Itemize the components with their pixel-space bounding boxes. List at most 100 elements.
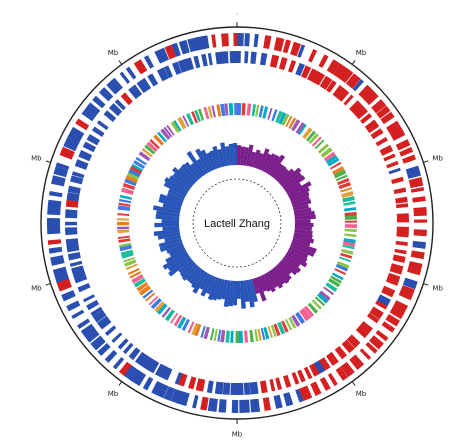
cog-gene-mark bbox=[241, 103, 246, 116]
forward-gene-mark bbox=[200, 396, 209, 411]
cog-gene-mark bbox=[117, 218, 130, 221]
gc-skew-bar bbox=[294, 229, 313, 235]
cog-gene-mark bbox=[120, 249, 133, 256]
cog-gene-mark bbox=[145, 292, 156, 302]
cog-gene-mark bbox=[258, 105, 264, 118]
reverse-gene-mark bbox=[71, 265, 86, 277]
reverse-gene-mark bbox=[278, 57, 288, 71]
forward-gene-mark bbox=[154, 382, 169, 399]
forward-gene-mark bbox=[47, 199, 62, 207]
reverse-gene-mark bbox=[269, 54, 280, 68]
reverse-gene-mark bbox=[122, 342, 134, 355]
cog-gene-mark bbox=[198, 108, 205, 121]
cog-gene-mark bbox=[124, 178, 137, 187]
forward-gene-mark bbox=[48, 246, 63, 254]
gc-skew-bar bbox=[287, 249, 308, 263]
forward-gene-mark bbox=[195, 36, 206, 51]
cog-gene-mark bbox=[118, 202, 131, 207]
cog-gene-mark bbox=[170, 120, 181, 134]
cog-gene-mark bbox=[288, 117, 297, 130]
gc-skew-bar bbox=[209, 150, 220, 169]
gc-skew-bar bbox=[159, 240, 183, 253]
gc-skew-bar bbox=[207, 277, 220, 301]
reverse-gene-mark bbox=[346, 334, 361, 349]
forward-gene-mark bbox=[119, 71, 131, 84]
cog-gene-mark bbox=[118, 238, 131, 243]
reverse-gene-mark bbox=[117, 338, 129, 350]
forward-gene-mark bbox=[164, 44, 177, 60]
cog-gene-mark bbox=[117, 229, 130, 234]
forward-gene-mark bbox=[389, 306, 405, 320]
cog-gene-mark bbox=[343, 201, 356, 206]
forward-gene-mark bbox=[327, 372, 338, 387]
reverse-gene-mark bbox=[307, 68, 320, 83]
forward-gene-mark bbox=[170, 388, 183, 404]
gc-skew-bar bbox=[280, 167, 302, 187]
cog-gene-mark bbox=[336, 261, 350, 270]
forward-gene-mark bbox=[47, 204, 61, 216]
cog-gene-mark bbox=[344, 233, 357, 238]
cog-gene-mark bbox=[291, 119, 301, 132]
reverse-gene-mark bbox=[86, 299, 100, 311]
gc-skew-bar bbox=[153, 229, 180, 237]
cog-gene-mark bbox=[131, 163, 144, 172]
gc-skew-bar bbox=[220, 279, 228, 300]
forward-gene-mark bbox=[386, 120, 403, 136]
cog-gene-mark bbox=[127, 268, 140, 275]
gc-skew-bar bbox=[291, 240, 317, 254]
cog-gene-mark bbox=[135, 156, 147, 166]
cog-gene-mark bbox=[173, 314, 183, 327]
cog-gene-mark bbox=[207, 106, 213, 119]
cog-gene-mark bbox=[117, 226, 130, 230]
reverse-gene-mark bbox=[172, 61, 182, 75]
reverse-gene-mark bbox=[395, 240, 408, 246]
cog-gene-mark bbox=[230, 330, 234, 343]
cog-gene-mark bbox=[308, 133, 319, 144]
reverse-gene-mark bbox=[90, 306, 103, 317]
gc-skew-bar bbox=[271, 163, 284, 178]
cog-gene-mark bbox=[217, 329, 222, 342]
cog-gene-mark bbox=[170, 312, 179, 324]
gc-skew-bar bbox=[260, 153, 272, 172]
gc-skew-bar bbox=[178, 167, 197, 185]
reverse-gene-mark bbox=[291, 372, 300, 385]
forward-gene-mark bbox=[70, 126, 85, 138]
reverse-gene-mark bbox=[64, 221, 78, 226]
cog-gene-mark bbox=[333, 169, 347, 179]
cog-gene-mark bbox=[249, 329, 254, 343]
gc-skew-bar bbox=[292, 199, 312, 209]
cog-gene-mark bbox=[325, 282, 338, 293]
reverse-gene-mark bbox=[392, 254, 406, 264]
cog-gene-mark bbox=[343, 238, 356, 244]
gc-skew-bar bbox=[162, 251, 189, 270]
gc-skew-bar bbox=[252, 149, 261, 168]
cog-gene-mark bbox=[314, 296, 326, 307]
reverse-gene-mark bbox=[222, 382, 231, 395]
cog-gene-mark bbox=[267, 107, 273, 120]
scale-tick bbox=[45, 283, 51, 286]
gc-skew-bar bbox=[294, 210, 315, 217]
cog-gene-mark bbox=[156, 303, 168, 315]
cog-gene-mark bbox=[173, 120, 182, 132]
cog-gene-mark bbox=[125, 175, 138, 184]
gc-skew-bar bbox=[263, 153, 277, 173]
cog-gene-mark bbox=[138, 285, 152, 296]
cog-gene-mark bbox=[323, 286, 335, 296]
scale-tick-label: Mb bbox=[432, 154, 443, 162]
forward-gene-mark bbox=[410, 187, 425, 193]
reverse-gene-mark bbox=[67, 251, 81, 261]
reverse-gene-mark bbox=[318, 357, 331, 372]
cog-gene-mark bbox=[166, 124, 175, 136]
cog-gene-mark bbox=[271, 109, 278, 122]
cog-gene-mark bbox=[299, 309, 309, 322]
cog-gene-mark bbox=[129, 271, 142, 279]
reverse-gene-mark bbox=[367, 312, 380, 324]
cog-gene-mark bbox=[161, 307, 171, 318]
forward-gene-mark bbox=[413, 206, 427, 217]
forward-gene-mark bbox=[49, 191, 63, 198]
cog-gene-mark bbox=[342, 195, 355, 203]
reverse-gene-mark bbox=[319, 75, 333, 90]
scale-tick-label: Mb bbox=[356, 49, 367, 57]
gc-skew-bar bbox=[293, 207, 312, 214]
cog-gene-mark bbox=[327, 157, 340, 167]
